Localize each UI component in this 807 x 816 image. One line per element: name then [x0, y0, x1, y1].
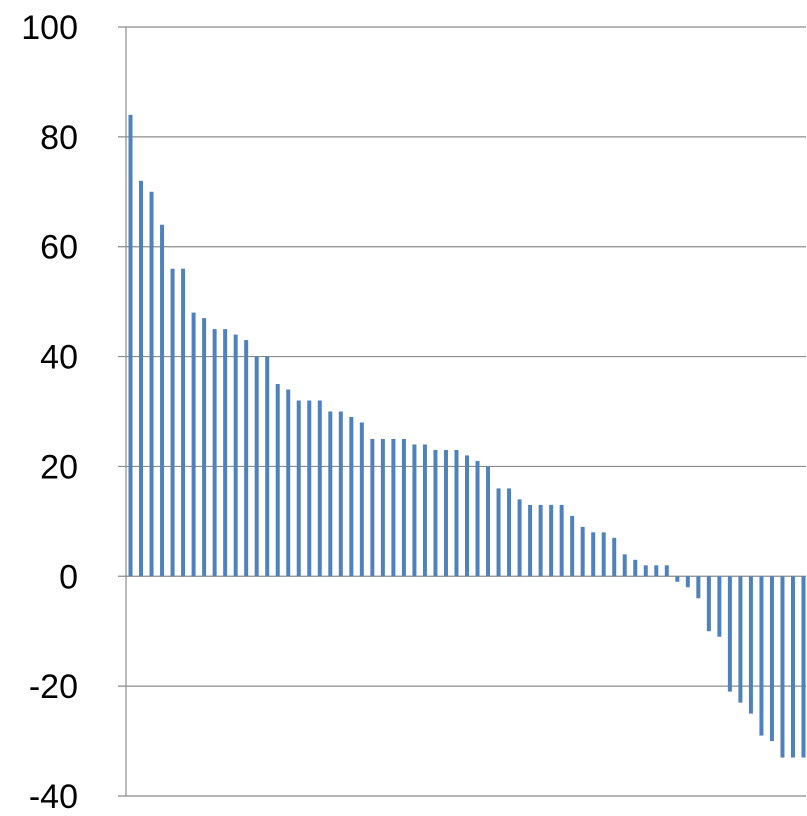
bar — [517, 499, 522, 577]
y-tick-labels: -40 -20 0 20 40 60 80 100 — [21, 9, 78, 816]
bar — [401, 438, 406, 577]
y-tick-label: -40 — [29, 778, 78, 816]
bar — [286, 389, 291, 577]
bar — [422, 444, 427, 577]
bar — [633, 559, 638, 577]
bar — [559, 504, 564, 577]
bar — [128, 114, 133, 577]
bar — [254, 356, 259, 577]
bar — [296, 400, 301, 577]
bar — [748, 576, 753, 714]
bar — [370, 438, 375, 577]
bar — [759, 576, 764, 736]
bar — [475, 460, 480, 577]
y-tick-label: 20 — [40, 448, 78, 486]
bar — [622, 554, 627, 577]
bar — [685, 576, 690, 588]
bar — [380, 438, 385, 577]
bar — [696, 576, 701, 599]
bar — [727, 576, 732, 692]
bar — [528, 504, 533, 577]
bar — [486, 466, 491, 577]
bar — [139, 180, 144, 577]
bar — [170, 268, 175, 577]
bar — [317, 400, 322, 577]
y-tick-label: 100 — [21, 9, 78, 47]
bar — [675, 576, 680, 582]
bar — [706, 576, 711, 632]
bar — [612, 537, 617, 577]
bar — [591, 532, 596, 577]
bar — [338, 411, 343, 577]
bar — [160, 224, 165, 577]
y-tick-label: 60 — [40, 229, 78, 267]
bar — [496, 488, 501, 577]
bar — [349, 416, 354, 577]
bar — [454, 449, 459, 577]
bar — [801, 576, 806, 758]
y-tick-label: -20 — [29, 668, 78, 706]
bar — [265, 356, 270, 577]
bar — [654, 565, 659, 577]
bar — [580, 526, 585, 577]
bar — [570, 515, 575, 577]
bar — [181, 268, 186, 577]
bar — [664, 565, 669, 577]
y-tick-label: 0 — [59, 558, 78, 596]
bar — [307, 400, 312, 577]
bar — [233, 334, 238, 577]
bar — [465, 455, 469, 577]
bar — [202, 318, 207, 577]
bar — [717, 576, 722, 637]
bar — [223, 329, 228, 577]
bar — [149, 191, 154, 577]
bar — [769, 576, 774, 742]
bar — [412, 444, 417, 577]
y-tick-label: 80 — [40, 119, 78, 157]
bar — [790, 576, 795, 758]
bar — [328, 411, 333, 577]
bar — [391, 438, 396, 577]
bar — [244, 340, 249, 577]
bar — [601, 532, 606, 577]
bar — [191, 312, 196, 577]
bar — [443, 449, 448, 577]
gridlines — [118, 26, 806, 797]
bar — [212, 329, 217, 577]
bar — [738, 576, 743, 703]
y-tick-label: 40 — [40, 339, 78, 377]
bar — [507, 488, 512, 577]
bar — [549, 504, 554, 577]
bar — [780, 576, 785, 758]
bar — [538, 504, 543, 577]
bar — [643, 565, 648, 577]
bar — [433, 449, 438, 577]
bars — [128, 114, 806, 758]
bar — [359, 422, 364, 577]
bar — [275, 384, 280, 577]
